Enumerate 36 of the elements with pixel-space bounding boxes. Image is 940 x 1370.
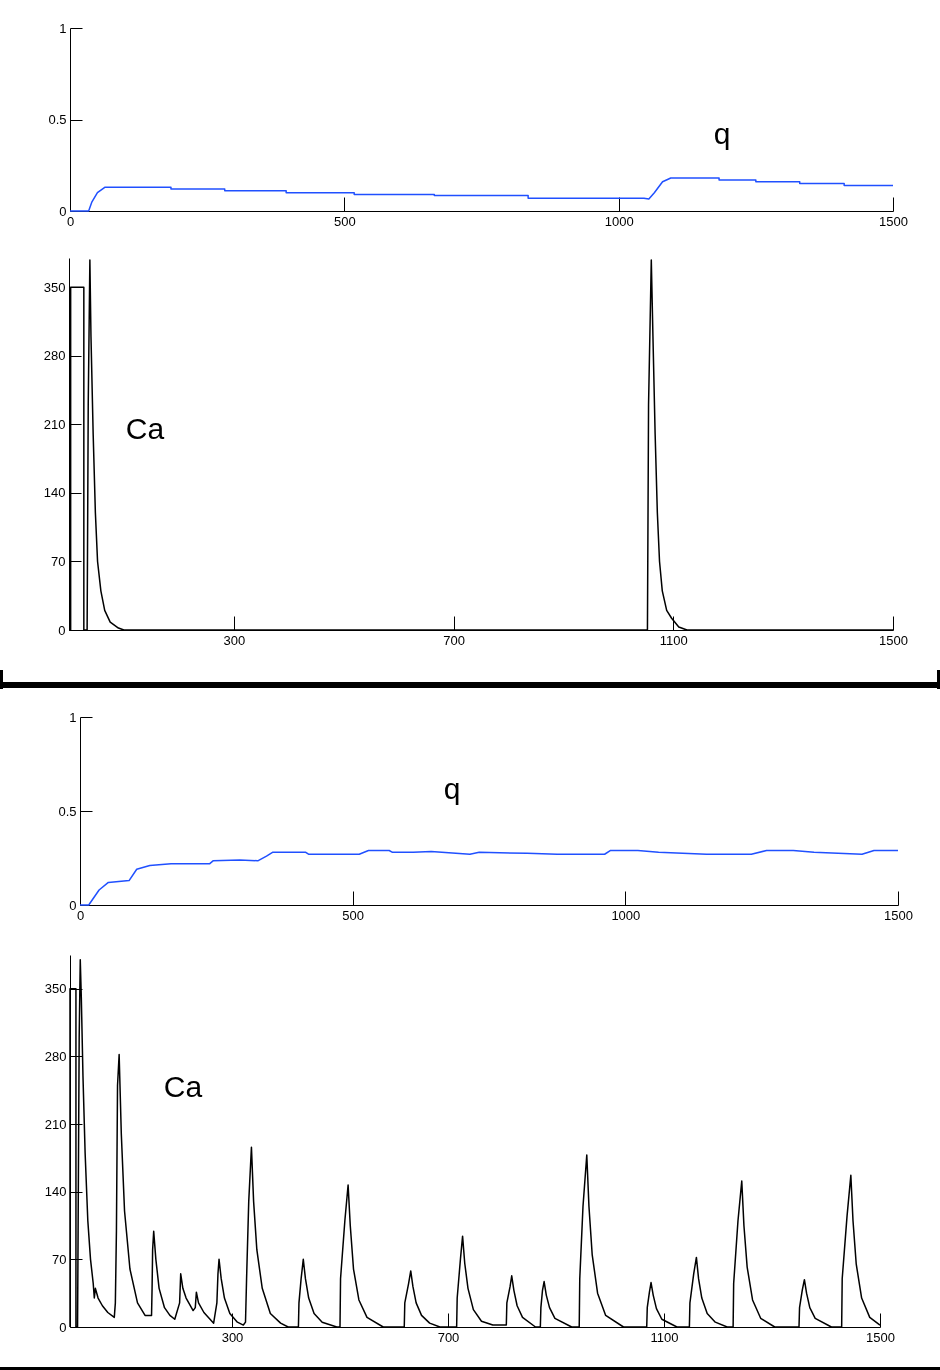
y-tick-label: 210 — [43, 416, 66, 432]
annotation: Ca — [125, 412, 165, 445]
x-tick-label: 1100 — [650, 1329, 679, 1345]
annotation: q — [443, 772, 461, 805]
y-tick-label: 70 — [51, 553, 66, 569]
x-tick-label: 700 — [437, 1329, 460, 1345]
x-tick-label: 1500 — [866, 1329, 895, 1345]
x-tick-label: 500 — [342, 907, 365, 923]
y-tick-label: 70 — [52, 1251, 67, 1267]
x-tick-label: 1500 — [879, 632, 908, 648]
y-tick-label: 1 — [59, 20, 67, 36]
annotation: q — [713, 117, 731, 150]
x-tick-label: 1500 — [884, 907, 913, 923]
x-tick-label: 300 — [221, 1329, 244, 1345]
x-tick-label: 500 — [333, 213, 356, 229]
y-tick-label: 280 — [44, 1048, 67, 1064]
y-tick-label: 0.5 — [58, 803, 77, 819]
x-tick-label: 1100 — [659, 632, 688, 648]
y-tick-label: 0 — [59, 203, 67, 219]
x-tick-label: 1500 — [879, 213, 908, 229]
x-tick-label: 1000 — [611, 907, 641, 923]
y-tick-label: 140 — [44, 1184, 67, 1200]
y-tick-label: 0.5 — [48, 112, 67, 127]
annotation: Ca — [163, 1070, 203, 1103]
y-tick-label: 0 — [58, 622, 66, 638]
x-tick-label: 700 — [443, 632, 465, 648]
y-tick-label: 0 — [59, 1319, 67, 1335]
y-tick-label: 350 — [44, 981, 67, 997]
x-tick-label: 300 — [223, 632, 246, 648]
y-tick-label: 0 — [69, 897, 77, 913]
y-tick-label: 210 — [44, 1116, 67, 1132]
x-tick-label: 1000 — [604, 213, 634, 229]
y-tick-label: 280 — [43, 348, 66, 364]
y-tick-label: 350 — [43, 279, 66, 295]
y-tick-label: 1 — [69, 709, 77, 725]
y-tick-label: 140 — [43, 485, 66, 501]
